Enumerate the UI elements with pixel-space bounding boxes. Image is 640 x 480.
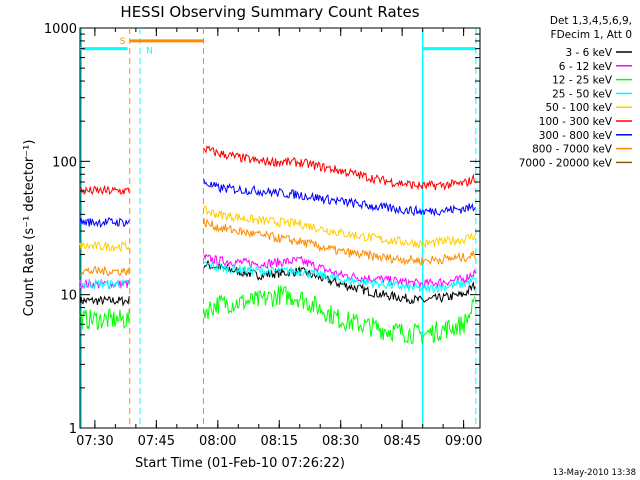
legend-header-detectors: Det 1,3,4,5,6,9,	[550, 15, 632, 27]
x-tick-label-3: 08:15	[261, 434, 298, 449]
legend: Det 1,3,4,5,6,9, FDecim 1, Att 0 3 - 6 k…	[519, 15, 632, 169]
y-tick-label-3: 1000	[44, 22, 77, 37]
night-flag-label: N	[146, 47, 153, 57]
legend-entry-label-1: 6 - 12 keV	[559, 61, 613, 73]
x-tick-label-6: 09:00	[445, 434, 482, 449]
legend-entry-label-4: 50 - 100 keV	[545, 102, 612, 114]
legend-header-decimation: FDecim 1, Att 0	[551, 29, 632, 41]
series-line-0	[79, 259, 476, 307]
x-tick-label-4: 08:30	[322, 434, 359, 449]
x-tick-label-1: 07:45	[138, 434, 175, 449]
series-line-4	[79, 205, 476, 253]
legend-entry-label-7: 800 - 7000 keV	[532, 144, 613, 156]
legend-entry-label-8: 7000 - 20000 keV	[519, 157, 613, 169]
plot-area	[79, 27, 481, 429]
series-layer	[79, 145, 476, 345]
ticks-layer: 07:30 07:45 08:00 08:15 08:30 08:45 09:00 1 10 10…	[44, 22, 482, 449]
legend-entry-label-5: 100 - 300 keV	[539, 116, 613, 128]
plot-frame	[79, 27, 481, 429]
series-line-6	[79, 179, 476, 229]
annotations-layer: SN	[80, 28, 477, 428]
x-axis-label: Start Time (01-Feb-10 07:26:22)	[135, 456, 345, 471]
legend-entry-label-3: 25 - 50 keV	[552, 88, 613, 100]
series-line-7	[79, 218, 476, 277]
chart-title: HESSI Observing Summary Count Rates	[120, 3, 419, 21]
series-line-2	[79, 285, 476, 345]
y-tick-label-2: 100	[52, 155, 77, 170]
legend-entry-label-0: 3 - 6 keV	[565, 47, 612, 59]
saa-flag-label: S	[120, 37, 126, 47]
legend-entry-label-2: 12 - 25 keV	[552, 75, 613, 87]
legend-entry-label-6: 300 - 800 keV	[539, 130, 613, 142]
y-tick-label-1: 10	[60, 289, 77, 304]
x-tick-label-5: 08:45	[383, 434, 420, 449]
y-tick-label-0: 1	[69, 422, 77, 437]
series-line-3	[79, 261, 476, 294]
x-tick-label-0: 07:30	[76, 434, 113, 449]
footer-timestamp: 13-May-2010 13:38	[553, 468, 636, 478]
y-axis-label: Count Rate (s⁻¹ detector⁻¹)	[22, 140, 37, 317]
series-line-5	[79, 145, 476, 196]
x-tick-label-2: 08:00	[199, 434, 236, 449]
